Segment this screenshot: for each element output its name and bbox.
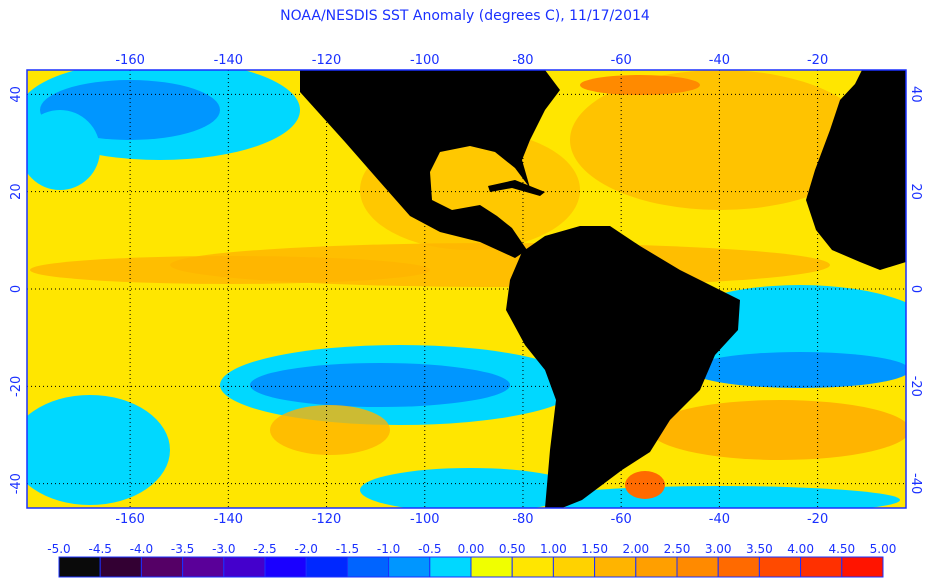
colorbar-label: -0.5 — [418, 542, 441, 556]
lat-label-right: 40 — [908, 86, 923, 103]
colorbar-swatch — [140, 556, 184, 578]
colorbar-label: 5.00 — [870, 542, 897, 556]
graticule — [27, 70, 906, 508]
anomaly-region — [270, 405, 390, 455]
lon-label-top: -80 — [512, 53, 533, 68]
lon-label-bottom: -40 — [709, 512, 730, 527]
map-frame — [26, 69, 907, 509]
lat-label-left: 20 — [9, 183, 24, 200]
anomaly-region — [650, 400, 906, 460]
lon-label-top: -140 — [214, 53, 244, 68]
lon-label-bottom: -100 — [410, 512, 440, 527]
lon-label-bottom: -140 — [214, 512, 244, 527]
colorbar-swatch — [800, 556, 843, 578]
lat-label-right: -20 — [908, 376, 923, 397]
colorbar-label: -4.5 — [88, 542, 111, 556]
lon-label-bottom: -120 — [312, 512, 342, 527]
anomaly-region — [27, 395, 170, 505]
colorbar-swatch — [635, 556, 678, 578]
map-title: NOAA/NESDIS SST Anomaly (degrees C), 11/… — [280, 8, 650, 24]
anomaly-region — [625, 471, 665, 499]
lat-label-right: 0 — [908, 285, 923, 293]
lat-label-left: -40 — [9, 473, 24, 494]
colorbar-swatch — [429, 556, 472, 578]
colorbar-swatch — [470, 556, 513, 578]
landmass-cuba — [488, 180, 545, 196]
lon-label-top: -40 — [709, 53, 730, 68]
anomaly-region — [570, 70, 870, 210]
landmass-north-america — [300, 70, 560, 258]
lat-label-right: 20 — [908, 183, 923, 200]
colorbar-label: -3.0 — [212, 542, 235, 556]
lat-label-left: 0 — [9, 285, 24, 293]
colorbar-label: -1.0 — [377, 542, 400, 556]
lon-label-bottom: -20 — [807, 512, 828, 527]
colorbar-label: 0.50 — [499, 542, 526, 556]
axis-labels: -160 -160 -140 -140 -120 -120 -100 -100 -80 -80 -6… — [9, 53, 923, 527]
colorbar-label: -1.5 — [336, 542, 359, 556]
colorbar-label: 0.00 — [458, 542, 485, 556]
landmass-south-america — [506, 226, 740, 508]
colorbar-swatch — [99, 556, 142, 578]
colorbar-label: 2.00 — [622, 542, 649, 556]
landmass-africa — [806, 70, 906, 270]
lon-label-bottom: -80 — [512, 512, 533, 527]
anomaly-region — [250, 363, 510, 407]
anomaly-region — [690, 352, 906, 388]
colorbar-label: 1.50 — [581, 542, 608, 556]
colorbar-label: -4.0 — [130, 542, 153, 556]
colorbar-swatch — [388, 556, 431, 578]
lon-label-top: -20 — [807, 53, 828, 68]
colorbar-label: -3.5 — [171, 542, 194, 556]
anomaly-region — [30, 256, 430, 284]
colorbar-swatch — [676, 556, 719, 578]
lon-label-top: -160 — [115, 53, 145, 68]
colorbar-label: 2.50 — [664, 542, 691, 556]
colorbar-swatch — [305, 556, 348, 578]
colorbar-swatch — [552, 556, 596, 578]
colorbar: -5.0 -4.5 -4.0 -3.5 -3.0 -2.5 -2.0 -1.5 -1.0 -0.5… — [47, 542, 897, 578]
lat-label-left: 40 — [9, 86, 24, 103]
lat-label-right: -40 — [908, 473, 923, 494]
lon-label-top: -60 — [611, 53, 632, 68]
colorbar-swatch — [594, 556, 637, 578]
colorbar-swatch — [841, 556, 884, 578]
lon-label-bottom: -60 — [611, 512, 632, 527]
colorbar-label: 3.00 — [705, 542, 732, 556]
colorbar-swatch — [346, 556, 390, 578]
anomaly-region — [580, 75, 700, 95]
anomaly-region — [360, 468, 580, 508]
colorbar-swatch — [758, 556, 802, 578]
colorbar-label: 3.50 — [746, 542, 773, 556]
colorbar-swatch — [264, 556, 307, 578]
land-mask — [300, 70, 906, 508]
anomaly-region — [27, 110, 100, 190]
colorbar-swatch — [511, 556, 554, 578]
lon-label-top: -100 — [410, 53, 440, 68]
colorbar-swatch — [717, 556, 760, 578]
colorbar-label: -5.0 — [47, 542, 70, 556]
colorbar-swatch — [182, 556, 225, 578]
colorbar-label: -2.5 — [253, 542, 276, 556]
colorbar-swatch — [223, 556, 266, 578]
lat-label-left: -20 — [9, 376, 24, 397]
colorbar-label: 1.00 — [540, 542, 567, 556]
colorbar-label: -2.0 — [294, 542, 317, 556]
lon-label-bottom: -160 — [115, 512, 145, 527]
colorbar-label: 4.50 — [828, 542, 855, 556]
colorbar-label: 4.00 — [787, 542, 814, 556]
lon-label-top: -120 — [312, 53, 342, 68]
anomaly-field — [27, 70, 906, 508]
colorbar-swatch — [58, 556, 101, 578]
